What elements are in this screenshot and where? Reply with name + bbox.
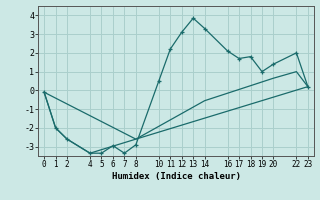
X-axis label: Humidex (Indice chaleur): Humidex (Indice chaleur) [111, 172, 241, 181]
